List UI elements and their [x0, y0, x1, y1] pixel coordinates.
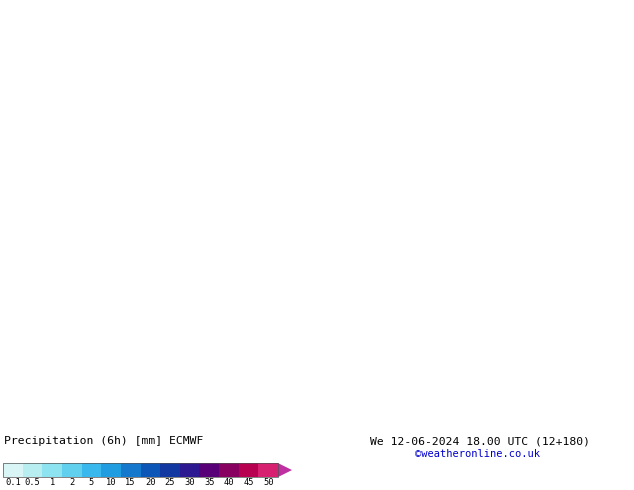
- Text: 0.1: 0.1: [5, 478, 21, 487]
- Text: 40: 40: [224, 478, 234, 487]
- Bar: [259, 463, 278, 477]
- Text: 20: 20: [145, 478, 155, 487]
- Text: We 12-06-2024 18.00 UTC (12+180): We 12-06-2024 18.00 UTC (12+180): [370, 436, 590, 446]
- Bar: [160, 463, 180, 477]
- Text: Precipitation (6h) [mm] ECMWF: Precipitation (6h) [mm] ECMWF: [4, 436, 204, 446]
- Bar: [219, 463, 239, 477]
- Bar: [3, 463, 23, 477]
- Bar: [101, 463, 121, 477]
- Text: 0.5: 0.5: [25, 478, 41, 487]
- Text: 10: 10: [106, 478, 116, 487]
- Bar: [180, 463, 200, 477]
- Text: 15: 15: [126, 478, 136, 487]
- Text: 30: 30: [184, 478, 195, 487]
- Bar: [239, 463, 259, 477]
- Text: 1: 1: [49, 478, 55, 487]
- Bar: [3, 463, 278, 477]
- Bar: [23, 463, 42, 477]
- Bar: [200, 463, 219, 477]
- Bar: [62, 463, 82, 477]
- Text: 50: 50: [263, 478, 273, 487]
- Bar: [121, 463, 141, 477]
- Text: 45: 45: [243, 478, 254, 487]
- Text: 25: 25: [165, 478, 175, 487]
- Bar: [42, 463, 62, 477]
- Bar: [82, 463, 101, 477]
- Text: ©weatheronline.co.uk: ©weatheronline.co.uk: [415, 449, 540, 459]
- Bar: [141, 463, 160, 477]
- Text: 2: 2: [69, 478, 74, 487]
- Text: 5: 5: [89, 478, 94, 487]
- Text: 35: 35: [204, 478, 214, 487]
- Polygon shape: [278, 463, 292, 477]
